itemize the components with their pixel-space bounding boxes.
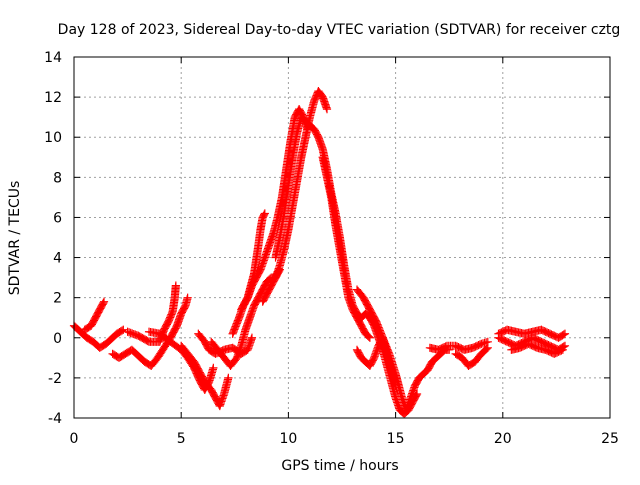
data-point <box>260 210 269 219</box>
chart-title: Day 128 of 2023, Sidereal Day-to-day VTE… <box>58 22 621 38</box>
data-series <box>69 86 570 419</box>
data-point <box>224 373 233 382</box>
y-tick-label: 8 <box>53 170 62 186</box>
axes: 0 5 10 15 20 25 -4 -2 0 2 4 6 8 10 12 14 <box>44 50 619 447</box>
y-tick-label: 2 <box>53 291 62 307</box>
y-tick-label: -2 <box>48 371 62 387</box>
data-point <box>260 209 269 218</box>
data-point <box>117 326 127 335</box>
y-tick-label: 4 <box>53 251 62 267</box>
y-tick-label: 12 <box>44 90 62 106</box>
data-point <box>99 297 109 306</box>
y-axis-label: SDTVAR / TECUs <box>7 181 23 296</box>
y-tick-label: -4 <box>48 411 62 427</box>
data-point <box>365 333 374 342</box>
x-tick-label: 20 <box>494 431 512 447</box>
x-tick-label: 10 <box>279 431 297 447</box>
data-point <box>183 293 192 302</box>
satellite-arc <box>425 337 492 354</box>
data-point <box>119 325 128 334</box>
data-point <box>482 344 491 353</box>
data-point <box>559 330 568 339</box>
x-tick-label: 5 <box>177 431 186 447</box>
data-point <box>364 332 373 341</box>
data-point <box>171 281 180 290</box>
grid <box>74 57 610 418</box>
data-point <box>558 345 567 354</box>
satellite-arc <box>228 105 312 338</box>
x-axis-label: GPS time / hours <box>281 458 398 474</box>
data-point <box>322 105 332 114</box>
satellite-arc <box>507 339 567 358</box>
y-tick-label: 6 <box>53 210 62 226</box>
data-point <box>557 346 566 355</box>
y-tick-label: 14 <box>44 50 62 66</box>
satellite-arc <box>318 153 374 342</box>
satellite-arc <box>177 341 233 411</box>
data-point <box>247 333 257 342</box>
satellite-arc <box>258 86 332 306</box>
satellite-arc <box>237 209 269 314</box>
y-tick-label: 0 <box>53 331 62 347</box>
satellite-arc <box>123 281 180 346</box>
data-point <box>99 298 108 308</box>
y-tick-label: 10 <box>44 130 62 146</box>
data-point <box>483 343 492 352</box>
satellite-arc <box>80 297 109 334</box>
x-tick-label: 0 <box>70 431 79 447</box>
data-point <box>167 309 177 318</box>
series-group <box>69 86 570 419</box>
data-point <box>475 340 485 349</box>
satellite-arc <box>494 325 570 342</box>
data-point <box>560 329 570 338</box>
satellite-arc <box>451 343 492 370</box>
x-tick-label: 25 <box>601 431 619 447</box>
x-tick-label: 15 <box>387 431 405 447</box>
satellite-arc <box>69 321 128 352</box>
data-point <box>180 302 189 312</box>
data-point <box>441 342 450 351</box>
plot-frame <box>73 56 611 419</box>
data-point <box>209 363 218 372</box>
